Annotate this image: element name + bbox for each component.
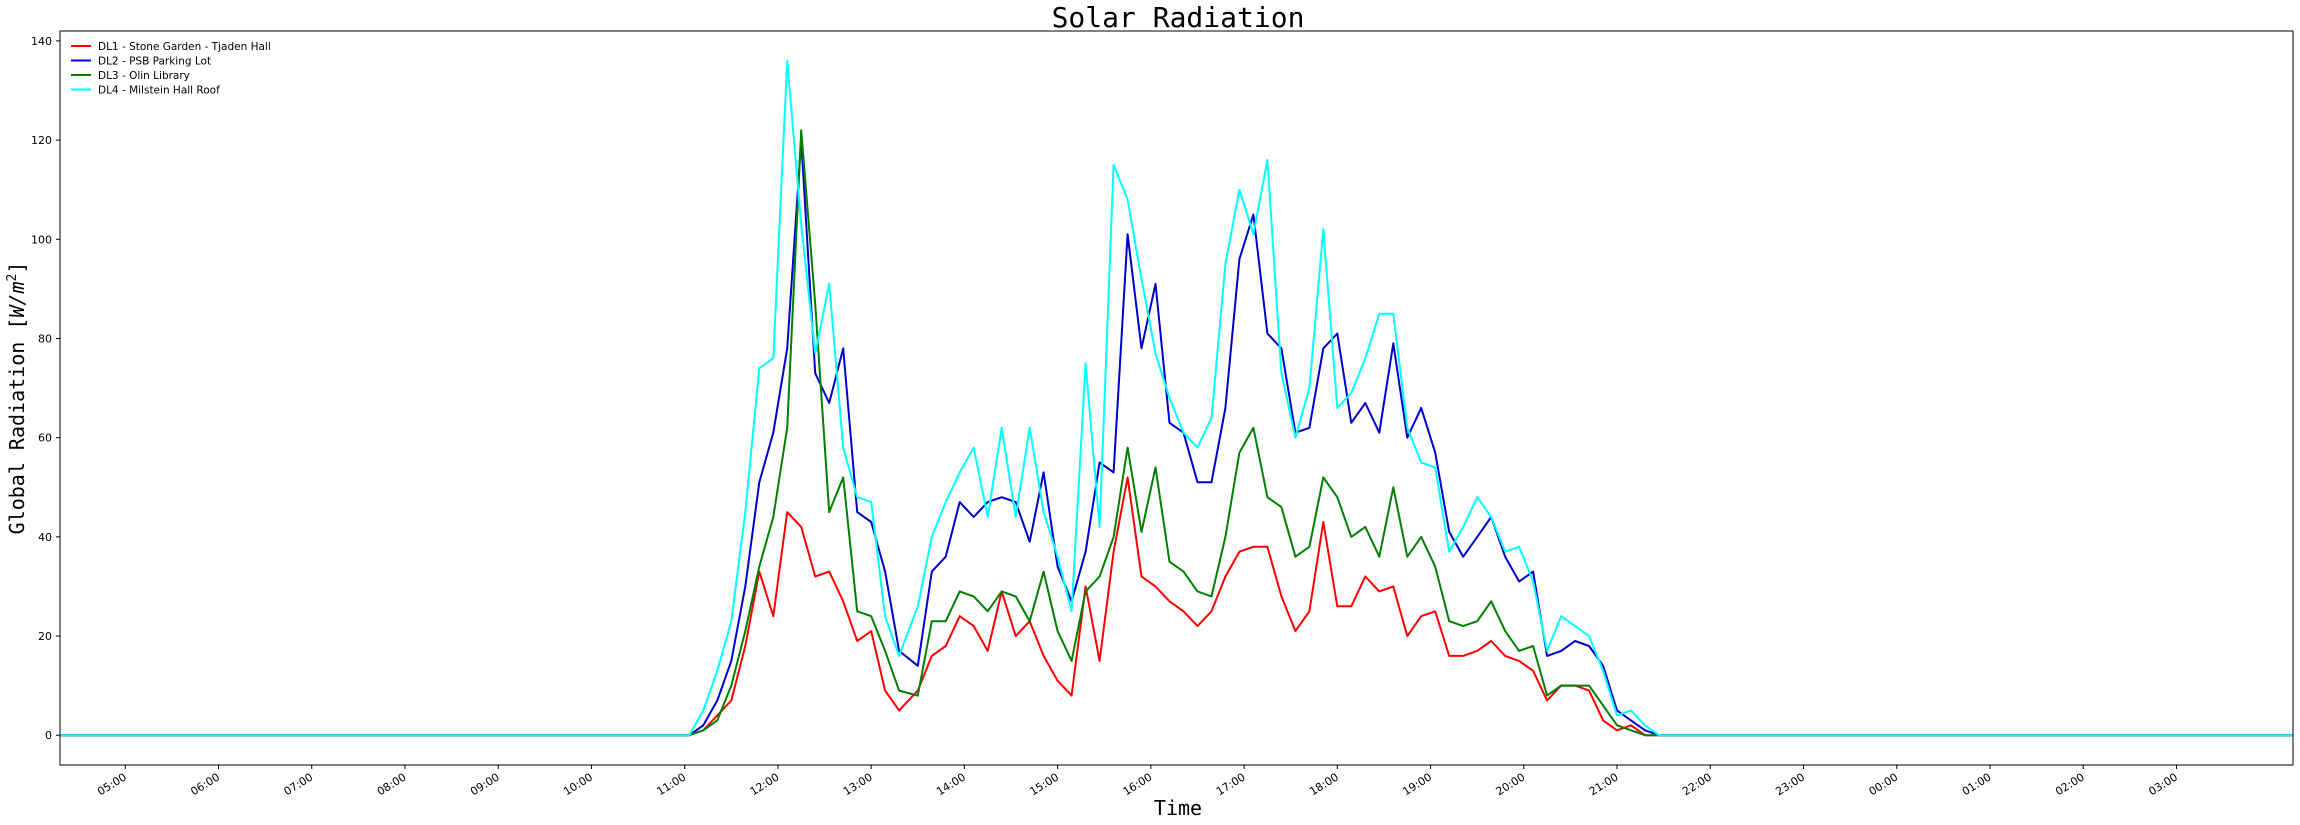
legend-entry-label: DL1 - Stone Garden - Tjaden Hall: [98, 41, 271, 53]
x-tick-label: 16:00: [1121, 771, 1155, 799]
legend: DL1 - Stone Garden - Tjaden Hall DL2 - PS…: [71, 41, 271, 97]
y-tick-label: 80: [38, 332, 52, 345]
y-tick-label: 60: [38, 432, 52, 445]
y-axis-label-suffix: ]: [5, 262, 29, 274]
series-line-dl3: [60, 129, 2293, 737]
x-tick-label: 08:00: [375, 771, 409, 799]
x-tick-label: 21:00: [1587, 771, 1621, 799]
legend-entry-label: DL2 - PSB Parking Lot: [98, 56, 211, 68]
legend-entry-label: DL4 - Milstein Hall Roof: [98, 85, 220, 97]
series-line-dl1: [60, 476, 2293, 737]
x-axis: 05:00 06:00 07:00 08:00 09:00 10:00 11:00 12:00…: [95, 765, 2180, 798]
x-tick-label: 22:00: [1680, 771, 1714, 799]
x-tick-label: 18:00: [1307, 771, 1341, 799]
x-axis-label: Time: [1154, 796, 1202, 820]
x-tick-label: 19:00: [1400, 771, 1434, 799]
y-axis: 0 20 40 60 80 100 120 140: [31, 35, 60, 742]
x-tick-label: 00:00: [1867, 771, 1901, 799]
y-tick-label: 120: [31, 134, 52, 147]
y-axis-label-prefix: Global Radiation [: [5, 318, 29, 535]
x-tick-label: 11:00: [654, 771, 688, 799]
y-tick-label: 40: [38, 531, 52, 544]
x-tick-label: 15:00: [1027, 771, 1061, 799]
y-axis-label: Global Radiation [W/m2]: [5, 262, 29, 535]
y-tick-label: 0: [45, 729, 52, 742]
x-tick-label: 12:00: [748, 771, 782, 799]
x-tick-label: 23:00: [1773, 771, 1807, 799]
y-tick-label: 20: [38, 630, 52, 643]
x-tick-label: 09:00: [468, 771, 502, 799]
series-line-dl4: [60, 59, 2293, 737]
x-tick-label: 05:00: [95, 771, 129, 799]
plot-area: [60, 59, 2293, 737]
y-tick-label: 140: [31, 35, 52, 48]
x-tick-label: 07:00: [282, 771, 316, 799]
series-line-dl2: [60, 139, 2293, 737]
chart-title: Solar Radiation: [1052, 1, 1305, 34]
legend-entry-label: DL3 - Olin Library: [98, 70, 190, 82]
x-tick-label: 01:00: [1960, 771, 1994, 799]
x-tick-label: 13:00: [841, 771, 875, 799]
x-tick-label: 03:00: [2146, 771, 2180, 799]
y-tick-label: 100: [31, 233, 52, 246]
x-tick-label: 02:00: [2053, 771, 2087, 799]
x-tick-label: 17:00: [1214, 771, 1248, 799]
x-tick-label: 14:00: [934, 771, 968, 799]
x-tick-label: 10:00: [561, 771, 595, 799]
x-tick-label: 06:00: [188, 771, 222, 799]
plot-frame: [59, 30, 2294, 766]
y-axis-label-unit: W/m: [5, 282, 29, 318]
y-axis-label-exponent: 2: [5, 274, 20, 282]
x-tick-label: 20:00: [1494, 771, 1528, 799]
